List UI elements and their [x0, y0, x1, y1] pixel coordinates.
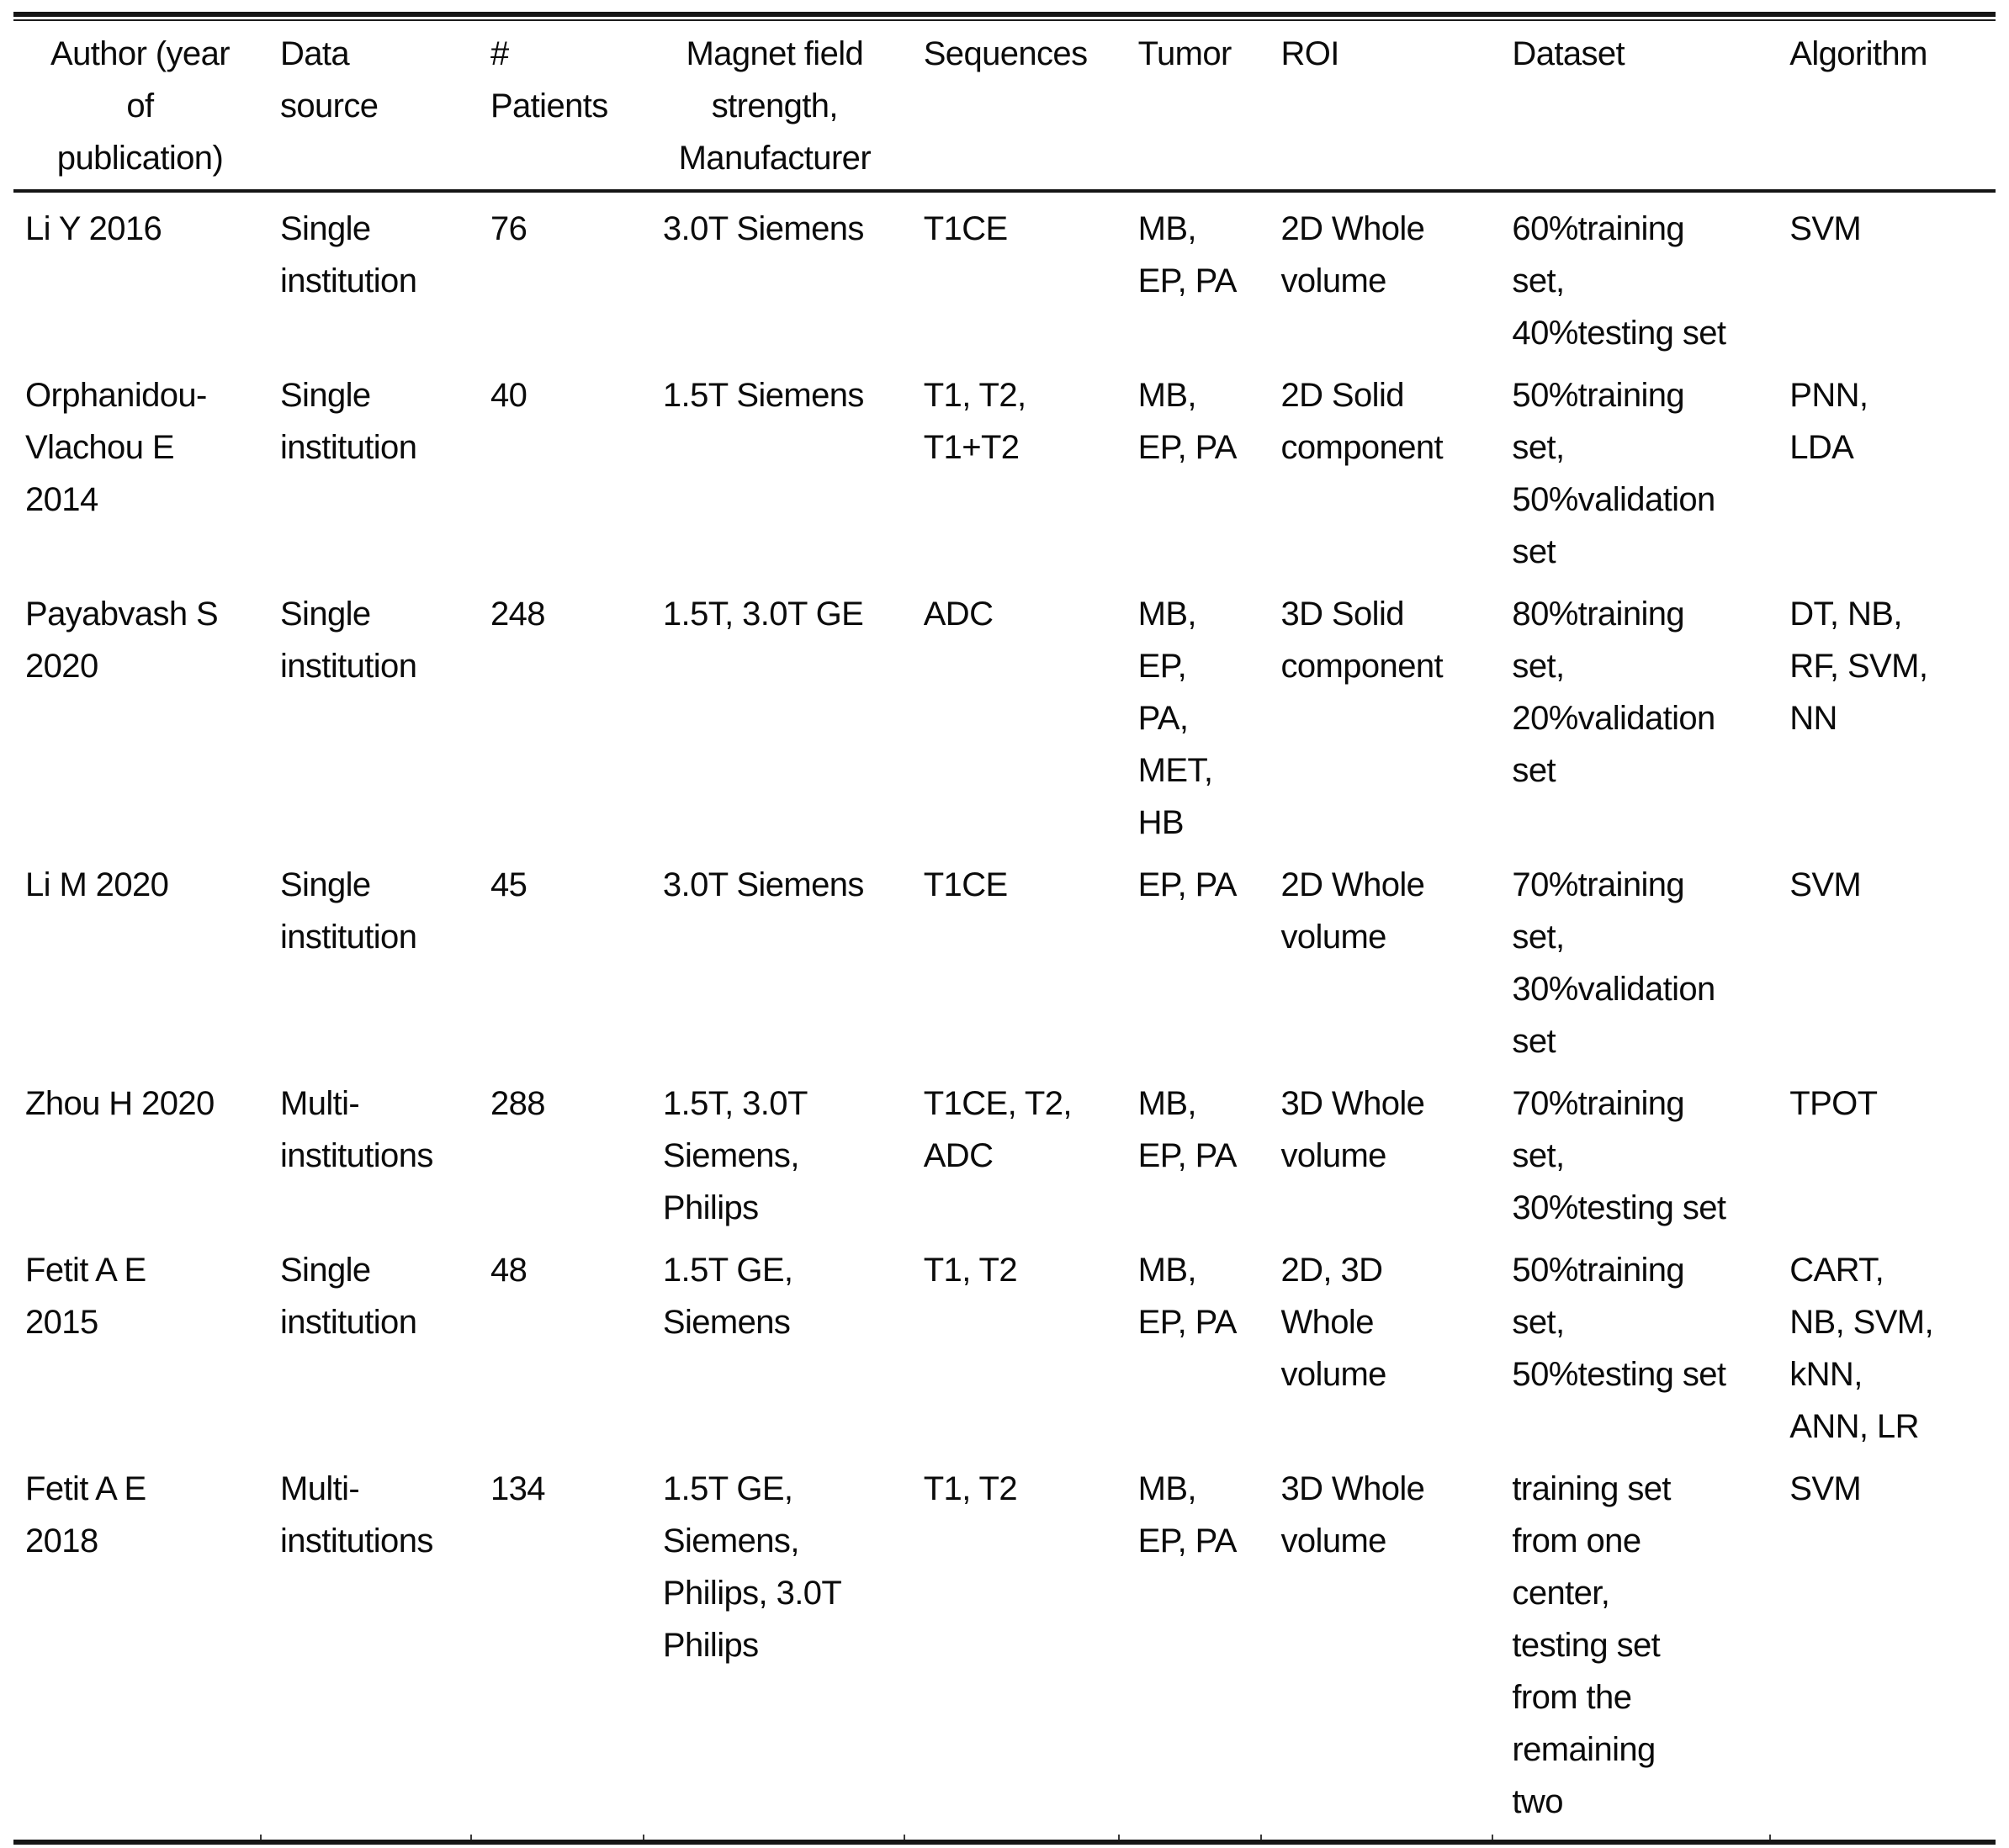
cell-sequences: T1, T2: [923, 1470, 1018, 1507]
cell-patients: 40: [490, 377, 527, 414]
cell-sequences: T1, T2, T1+T2: [923, 377, 1026, 466]
cell-dataset: 70%training set, 30%validation set: [1512, 866, 1715, 1060]
col-header-data-source: Data source: [261, 21, 472, 193]
cell-dataset: 50%training set, 50%validation set: [1512, 377, 1715, 570]
cell-sequences: T1CE: [923, 866, 1008, 903]
cell-magnet: 1.5T, 3.0T Siemens, Philips: [662, 1085, 808, 1226]
cell-author: Li M 2020: [25, 866, 169, 903]
cell-roi: 2D, 3D Whole volume: [1280, 1252, 1386, 1393]
cell-roi: 3D Whole volume: [1280, 1085, 1425, 1174]
cell-tumor: MB, EP, PA: [1137, 1252, 1238, 1341]
cell-tumor: MB, EP, PA: [1137, 1085, 1238, 1174]
cell-tumor: MB, EP, PA: [1137, 377, 1238, 466]
cell-algorithm: PNN, LDA: [1789, 377, 1869, 466]
cell-patients: 288: [490, 1085, 546, 1122]
cell-tumor: MB, EP, PA: [1137, 1470, 1238, 1559]
table-row: Li M 2020 Single institution 45 3.0T Sie…: [13, 849, 1996, 1067]
cell-roi: 2D Whole volume: [1280, 866, 1425, 956]
cell-data-source: Multi- institutions: [279, 1470, 433, 1559]
table-row: Orphanidou- Vlachou E 2014 Single instit…: [13, 359, 1996, 578]
cell-magnet: 1.5T, 3.0T GE: [662, 596, 864, 633]
cell-tumor: MB, EP, PA: [1137, 210, 1238, 299]
cell-sequences: T1CE, T2, ADC: [923, 1085, 1073, 1174]
cell-tumor: EP, PA: [1137, 866, 1238, 903]
cell-algorithm: SVM: [1789, 866, 1862, 903]
table-row: Fetit A E 2018 Multi- institutions 134 1…: [13, 1453, 1996, 1835]
cell-patients: 48: [490, 1252, 527, 1289]
cell-dataset: 50%training set, 50%testing set: [1512, 1252, 1726, 1393]
cell-dataset: 70%training set, 30%testing set: [1512, 1085, 1726, 1226]
cell-roi: 2D Solid component: [1280, 377, 1443, 466]
cell-magnet: 3.0T Siemens: [662, 866, 864, 903]
col-header-patients: # Patients: [471, 21, 644, 193]
cell-author: Fetit A E 2018: [25, 1470, 146, 1559]
cell-patients: 248: [490, 596, 546, 633]
col-header-magnet: Magnet field strength, Manufacturer: [644, 21, 905, 193]
col-header-sequences: Sequences: [904, 21, 1120, 193]
table-row: Payabvash S 2020 Single institution 248 …: [13, 578, 1996, 849]
table-bottom-rule: [13, 1840, 1996, 1848]
cell-data-source: Multi- institutions: [279, 1085, 433, 1174]
col-header-roi: ROI: [1262, 21, 1494, 193]
col-header-tumor: Tumor: [1119, 21, 1263, 193]
cell-data-source: Single institution: [279, 596, 417, 685]
cell-data-source: Single institution: [279, 1252, 417, 1341]
col-header-author: Author (year of publication): [13, 21, 262, 193]
table-top-rule: [13, 12, 1996, 21]
cell-tumor: MB, EP, PA, MET, HB: [1137, 596, 1213, 841]
col-header-dataset: Dataset: [1493, 21, 1772, 193]
cell-patients: 76: [490, 210, 527, 247]
cell-patients: 134: [490, 1470, 546, 1507]
cell-author: Fetit A E 2015: [25, 1252, 146, 1341]
cell-algorithm: DT, NB, RF, SVM, NN: [1789, 596, 1928, 737]
cell-roi: 2D Whole volume: [1280, 210, 1425, 299]
header-row: Author (year of publication) Data source…: [13, 21, 1996, 193]
cell-algorithm: SVM: [1789, 1470, 1862, 1507]
cell-sequences: T1CE: [923, 210, 1008, 247]
cell-algorithm: SVM: [1789, 210, 1862, 247]
table-row: Zhou H 2020 Multi- institutions 288 1.5T…: [13, 1067, 1996, 1234]
cell-author: Orphanidou- Vlachou E 2014: [25, 377, 207, 518]
cell-roi: 3D Whole volume: [1280, 1470, 1425, 1559]
cell-author: Payabvash S 2020: [25, 596, 219, 685]
col-header-algorithm: Algorithm: [1771, 21, 1996, 193]
studies-table: Author (year of publication) Data source…: [13, 21, 1996, 1835]
cell-roi: 3D Solid component: [1280, 596, 1443, 685]
cell-dataset: 60%training set, 40%testing set: [1512, 210, 1726, 352]
cell-algorithm: CART, NB, SVM, kNN, ANN, LR: [1789, 1252, 1934, 1445]
cell-sequences: T1, T2: [923, 1252, 1018, 1289]
table-row: Li Y 2016 Single institution 76 3.0T Sie…: [13, 191, 1996, 359]
cell-algorithm: TPOT: [1789, 1085, 1878, 1122]
cell-dataset: 80%training set, 20%validation set: [1512, 596, 1715, 789]
cell-patients: 45: [490, 866, 527, 903]
cell-magnet: 1.5T GE, Siemens, Philips, 3.0T Philips: [662, 1470, 842, 1664]
cell-dataset: training set from one center, testing se…: [1512, 1470, 1671, 1820]
cell-data-source: Single institution: [279, 210, 417, 299]
cell-author: Li Y 2016: [25, 210, 162, 247]
cell-sequences: ADC: [923, 596, 994, 633]
table-row: Fetit A E 2015 Single institution 48 1.5…: [13, 1234, 1996, 1453]
cell-magnet: 1.5T Siemens: [662, 377, 864, 414]
cell-magnet: 3.0T Siemens: [662, 210, 864, 247]
cell-author: Zhou H 2020: [25, 1085, 215, 1122]
cell-data-source: Single institution: [279, 377, 417, 466]
cell-data-source: Single institution: [279, 866, 417, 956]
cell-magnet: 1.5T GE, Siemens: [662, 1252, 793, 1341]
